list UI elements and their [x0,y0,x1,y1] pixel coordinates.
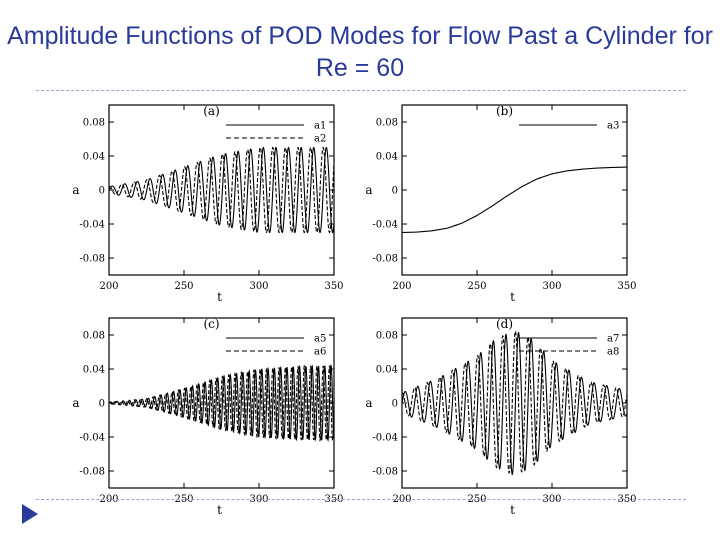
legend-label-a2: a2 [314,134,326,145]
y-axis-label: a [365,396,372,410]
panel-label: (c) [203,317,219,331]
x-axis-label: t [510,290,515,304]
series-line-a3 [402,166,627,234]
legend-label-a6: a6 [314,347,326,358]
legend-label-a8: a8 [607,347,619,358]
legend-label-a7: a7 [607,334,619,345]
x-tick-label: 250 [174,281,193,292]
x-axis-label: t [217,503,222,517]
y-axis-label: a [72,396,79,410]
y-tick-label: -0.08 [372,254,398,265]
y-tick-label: -0.08 [372,467,398,478]
panel-label: (b) [496,104,513,118]
bottom-divider [36,499,686,500]
x-tick-label: 350 [324,281,343,292]
y-tick-label: 0.04 [83,365,105,376]
plot-frame [401,104,628,276]
y-tick-label: 0 [99,399,105,410]
series-line-a7 [402,331,627,476]
pod-amplitude-figure: 0.08 0.04 0 -0.04 -0.08 200 250 300 350 t a (a) a1 a2… [63,96,668,520]
plot-panel-1: 0.08 0.04 0 -0.04 -0.08 200 250 300 350 t a (a) a1 a2 [72,104,343,304]
y-tick-label: -0.04 [372,433,398,444]
plot-frame [108,317,335,489]
y-tick-label: 0.08 [376,118,398,129]
y-tick-label: -0.04 [372,220,398,231]
y-tick-label: -0.08 [79,254,105,265]
legend-label-a5: a5 [314,334,326,345]
panel-label: (d) [496,317,513,331]
y-axis-label: a [72,183,79,197]
series-line-a2 [109,146,334,234]
x-tick-label: 300 [249,281,268,292]
panel-label: (a) [203,104,220,118]
x-tick-label: 200 [392,281,411,292]
y-tick-label: -0.04 [79,433,105,444]
series-line-a5 [109,364,334,442]
plot-frame [401,317,628,489]
y-tick-label: 0 [392,186,398,197]
legend-label-a1: a1 [314,121,326,132]
y-tick-label: 0 [392,399,398,410]
y-tick-label: 0.08 [83,331,105,342]
y-tick-label: -0.08 [79,467,105,478]
y-tick-label: -0.04 [79,220,105,231]
x-tick-label: 350 [617,281,636,292]
plot-frame [108,104,335,276]
next-slide-arrow-icon[interactable] [22,504,38,524]
y-tick-label: 0.08 [83,118,105,129]
series-line-a8 [402,330,627,474]
y-tick-label: 0 [99,186,105,197]
x-axis-label: t [217,290,222,304]
top-divider [36,90,686,91]
plot-panel-2: 0.08 0.04 0 -0.04 -0.08 200 250 300 350 t a (b) a3 [365,104,636,304]
y-tick-label: 0.08 [376,331,398,342]
x-axis-label: t [510,503,515,517]
x-tick-label: 200 [99,281,118,292]
y-axis-label: a [365,183,372,197]
y-tick-label: 0.04 [376,365,398,376]
series-line-a1 [109,146,334,234]
x-tick-label: 250 [467,281,486,292]
y-tick-label: 0.04 [376,152,398,163]
y-tick-label: 0.04 [83,152,105,163]
legend-label-a3: a3 [607,121,619,132]
x-tick-label: 300 [542,281,561,292]
slide-title: Amplitude Functions of POD Modes for Flo… [7,22,713,82]
series-line-a6 [109,364,334,443]
